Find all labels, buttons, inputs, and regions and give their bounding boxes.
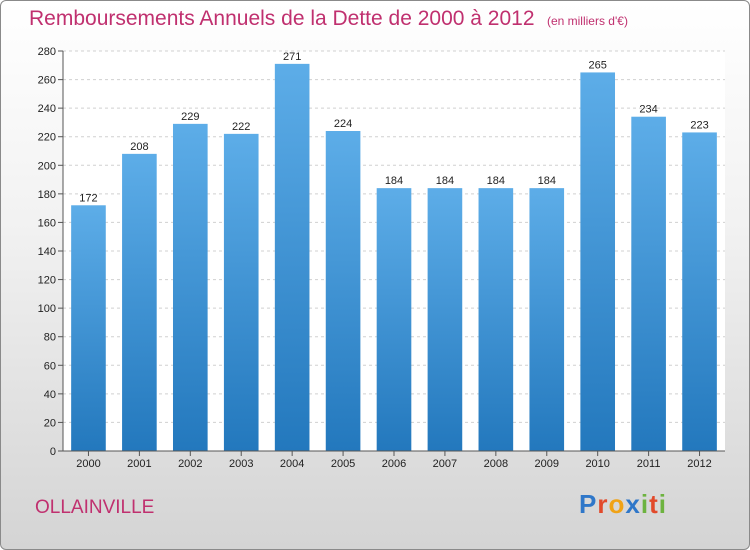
axes: 0 20 40 60 80 100 120 140 160 180 200 220 240 260 280 2… — [38, 46, 725, 470]
bar — [427, 188, 463, 451]
logo-letter: P — [579, 489, 598, 519]
bar — [529, 188, 565, 451]
y-tick-label: 180 — [38, 189, 56, 201]
title-main: Remboursements Annuels de la Dette de 20… — [29, 7, 535, 30]
logo-letter: i — [658, 489, 667, 519]
bar — [478, 188, 514, 451]
data-label: 223 — [690, 119, 708, 131]
title-subtitle: (en milliers d'€) — [546, 14, 628, 28]
location-name: OLLAINVILLE — [35, 497, 155, 518]
x-tick-label: 2008 — [484, 458, 508, 470]
bar — [122, 153, 157, 451]
logo-letter: r — [597, 489, 609, 519]
bar — [223, 133, 259, 451]
proxiti-logo: Proxiti — [579, 489, 667, 520]
x-tick-label: 2007 — [433, 458, 457, 470]
data-label: 184 — [538, 175, 556, 187]
logo-letter: x — [625, 489, 641, 519]
y-tick-label: 80 — [44, 332, 56, 344]
x-tick-label: 2004 — [280, 458, 304, 470]
data-label: 229 — [181, 111, 199, 123]
data-label: 184 — [487, 175, 505, 187]
y-tick-label: 140 — [38, 246, 56, 258]
x-tick-label: 2011 — [637, 458, 661, 470]
data-label: 271 — [283, 51, 301, 63]
data-label: 172 — [79, 192, 97, 204]
data-label: 234 — [639, 104, 657, 116]
bar — [71, 205, 106, 451]
x-tick-label: 2002 — [178, 458, 202, 470]
logo-letter: t — [649, 489, 659, 519]
y-tick-label: 0 — [50, 446, 56, 458]
bar — [682, 132, 717, 451]
bar — [274, 63, 310, 451]
bar — [325, 131, 361, 451]
bar — [580, 72, 616, 451]
x-tick-label: 2006 — [382, 458, 406, 470]
y-tick-label: 20 — [44, 417, 56, 429]
data-label: 184 — [436, 175, 454, 187]
data-label: 265 — [589, 59, 607, 71]
x-tick-label: 2000 — [76, 458, 100, 470]
x-tick-label: 2010 — [585, 458, 609, 470]
y-tick-label: 160 — [38, 217, 56, 229]
x-tick-label: 2005 — [331, 458, 355, 470]
bars: 172 208 229 222 271 224 184 184 184 184 265 234 223 — [71, 51, 717, 451]
bar — [631, 116, 666, 451]
x-tick-label: 2001 — [127, 458, 151, 470]
data-label: 208 — [130, 141, 148, 153]
chart-title: Remboursements Annuels de la Dette de 20… — [29, 7, 628, 31]
y-tick-label: 100 — [38, 303, 56, 315]
y-tick-label: 260 — [38, 75, 56, 87]
y-tick-label: 200 — [38, 160, 56, 172]
data-label: 224 — [334, 118, 352, 130]
logo-letter: i — [640, 489, 650, 519]
y-tick-label: 280 — [38, 46, 56, 58]
bar — [376, 188, 412, 451]
bar — [172, 123, 208, 451]
y-tick-label: 120 — [38, 275, 56, 287]
y-tick-label: 40 — [44, 389, 56, 401]
x-tick-label: 2012 — [687, 458, 711, 470]
x-tick-label: 2009 — [535, 458, 559, 470]
data-label: 184 — [385, 175, 403, 187]
y-tick-label: 220 — [38, 132, 56, 144]
y-tick-label: 60 — [44, 360, 56, 372]
y-tick-label: 240 — [38, 103, 56, 115]
data-label: 222 — [232, 121, 250, 133]
x-tick-label: 2003 — [229, 458, 253, 470]
logo-letter: o — [608, 489, 626, 519]
